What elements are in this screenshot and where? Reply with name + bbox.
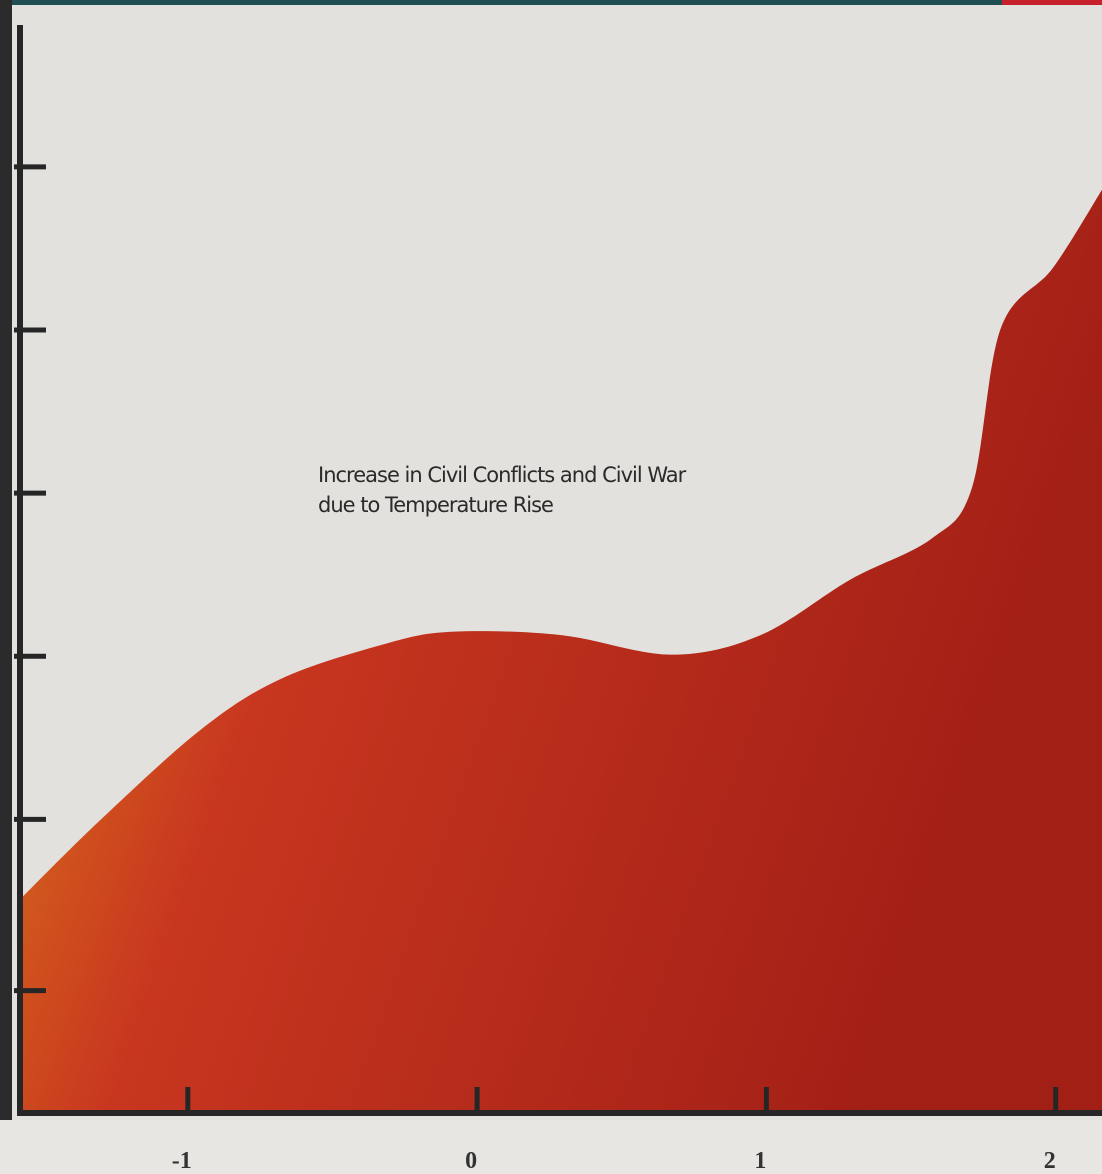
- top-strip: [0, 0, 1002, 5]
- annotation: due to Temperature Rise: [318, 493, 553, 517]
- top-strip-red: [1002, 0, 1102, 5]
- x-tick-label: -1: [172, 1148, 192, 1174]
- left-edge: [0, 0, 12, 1120]
- x-tick-label: 2: [1044, 1148, 1056, 1174]
- x-tick-label: 1: [754, 1148, 766, 1174]
- x-tick-label: 0: [465, 1148, 477, 1174]
- annotation: Increase in Civil Conflicts and Civil Wa…: [318, 463, 687, 487]
- plot: -1 0 1 2: [14, 25, 1102, 1174]
- x-label-strip: [0, 1120, 1102, 1174]
- area: [20, 189, 1102, 1113]
